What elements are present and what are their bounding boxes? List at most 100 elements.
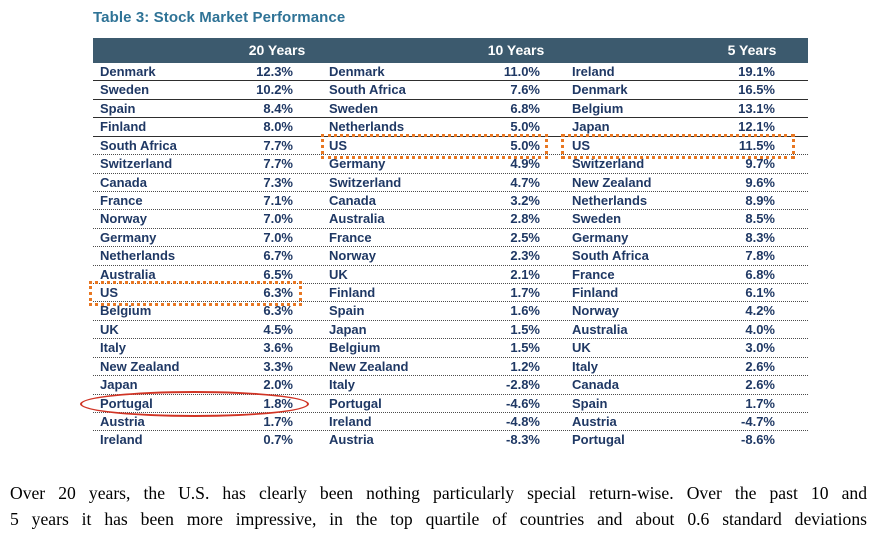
country-cell: UK xyxy=(572,340,591,356)
table-row: South Africa 7.7% US 5.0% US 11.5% xyxy=(93,137,808,156)
country-cell: US xyxy=(329,137,348,153)
value-cell: 7.0% xyxy=(263,211,293,227)
table-row: Japan 2.0% Italy -2.8% Canada 2.6% xyxy=(93,376,808,395)
table-row: New Zealand 3.3% New Zealand 1.2% Italy 2.6% xyxy=(93,358,808,377)
country-cell: Austria xyxy=(100,414,145,430)
value-cell: 2.5% xyxy=(510,229,540,245)
value-cell: 1.8% xyxy=(263,395,293,411)
country-cell: Australia xyxy=(572,321,628,337)
column-header-20-years: 20 Years xyxy=(248,42,306,58)
value-cell: 11.5% xyxy=(738,137,775,153)
country-cell: US xyxy=(100,285,119,301)
value-cell: 0.7% xyxy=(263,432,293,448)
value-cell: 8.5% xyxy=(745,211,775,227)
country-cell: Portugal xyxy=(572,432,625,448)
value-cell: 3.0% xyxy=(745,340,775,356)
value-cell: 1.6% xyxy=(510,303,540,319)
value-cell: 3.3% xyxy=(263,358,293,374)
country-cell: Spain xyxy=(329,303,365,319)
country-cell: Ireland xyxy=(572,64,615,79)
table-row: Italy 3.6% Belgium 1.5% UK 3.0% xyxy=(93,339,808,358)
country-cell: Canada xyxy=(329,192,376,208)
country-cell: Portugal xyxy=(100,395,153,411)
table-row: Switzerland 7.7% Germany 4.9% Switzerland 9.7… xyxy=(93,155,808,174)
country-cell: Japan xyxy=(572,119,610,135)
value-cell: 19.1% xyxy=(738,64,775,79)
value-cell: 6.7% xyxy=(263,248,293,264)
country-cell: US xyxy=(572,137,591,153)
value-cell: 13.1% xyxy=(738,100,775,116)
country-cell: South Africa xyxy=(100,137,177,153)
value-cell: 6.8% xyxy=(745,266,775,282)
value-cell: 11.0% xyxy=(503,64,540,79)
value-cell: 8.3% xyxy=(745,229,775,245)
table-row: Sweden 10.2% South Africa 7.6% Denmark 16.5% xyxy=(93,81,808,100)
value-cell: 4.9% xyxy=(510,156,540,172)
value-cell: 6.8% xyxy=(510,100,540,116)
value-cell: 7.8% xyxy=(745,248,775,264)
value-cell: 7.0% xyxy=(263,229,293,245)
value-cell: 8.4% xyxy=(263,100,293,116)
table-row: Ireland 0.7% Austria -8.3% Portugal -8.6% xyxy=(93,431,808,449)
value-cell: 3.2% xyxy=(510,192,540,208)
value-cell: 12.1% xyxy=(738,119,775,135)
value-cell: 10.2% xyxy=(256,82,293,98)
country-cell: Ireland xyxy=(100,432,143,448)
value-cell: 4.5% xyxy=(263,321,293,337)
value-cell: 7.3% xyxy=(263,174,293,190)
value-cell: 1.7% xyxy=(745,395,775,411)
country-cell: Norway xyxy=(100,211,147,227)
value-cell: 6.3% xyxy=(263,285,293,301)
table-row: Netherlands 6.7% Norway 2.3% South Africa 7.8… xyxy=(93,247,808,266)
country-cell: Italy xyxy=(329,377,356,393)
table-row: Belgium 6.3% Spain 1.6% Norway 4.2% xyxy=(93,302,808,321)
country-cell: Canada xyxy=(100,174,147,190)
country-cell: Sweden xyxy=(329,100,379,116)
country-cell: Japan xyxy=(100,377,138,393)
value-cell: 2.6% xyxy=(745,358,775,374)
value-cell: -8.3% xyxy=(506,432,540,448)
country-cell: Belgium xyxy=(100,303,152,319)
country-cell: New Zealand xyxy=(572,174,652,190)
table-row: Australia 6.5% UK 2.1% France 6.8% xyxy=(93,266,808,285)
value-cell: 9.6% xyxy=(745,174,775,190)
table-row: UK 4.5% Japan 1.5% Australia 4.0% xyxy=(93,321,808,340)
value-cell: 4.7% xyxy=(510,174,540,190)
country-cell: Norway xyxy=(572,303,619,319)
country-cell: Sweden xyxy=(100,82,150,98)
country-cell: South Africa xyxy=(572,248,649,264)
table-row: Germany 7.0% France 2.5% Germany 8.3% xyxy=(93,229,808,248)
commentary-paragraph: Over 20 years, the U.S. has clearly been… xyxy=(10,481,867,532)
value-cell: 8.0% xyxy=(263,119,293,135)
value-cell: 7.6% xyxy=(510,82,540,98)
value-cell: 12.3% xyxy=(256,64,293,79)
value-cell: 4.2% xyxy=(745,303,775,319)
country-cell: Ireland xyxy=(329,414,372,430)
value-cell: 1.5% xyxy=(510,340,540,356)
country-cell: Denmark xyxy=(329,64,385,79)
value-cell: 1.2% xyxy=(510,358,540,374)
table-row: US 6.3% Finland 1.7% Finland 6.1% xyxy=(93,284,808,303)
country-cell: Denmark xyxy=(100,64,156,79)
table-row: Portugal 1.8% Portugal -4.6% Spain 1.7% xyxy=(93,395,808,414)
country-cell: New Zealand xyxy=(100,358,180,374)
value-cell: 1.7% xyxy=(510,285,540,301)
value-cell: 9.7% xyxy=(745,156,775,172)
table-row: Denmark 12.3% Denmark 11.0% Ireland 19.1% xyxy=(93,63,808,82)
commentary-line-1: Over 20 years, the U.S. has clearly been… xyxy=(10,483,867,503)
table-body: Denmark 12.3% Denmark 11.0% Ireland 19.1% Swed… xyxy=(93,63,808,450)
country-cell: South Africa xyxy=(329,82,406,98)
country-cell: Austria xyxy=(329,432,374,448)
table-row: Finland 8.0% Netherlands 5.0% Japan 12.1% xyxy=(93,118,808,137)
value-cell: 4.0% xyxy=(745,321,775,337)
value-cell: -4.7% xyxy=(741,414,775,430)
country-cell: Australia xyxy=(329,211,385,227)
country-cell: Italy xyxy=(572,358,599,374)
value-cell: 2.6% xyxy=(745,377,775,393)
country-cell: Portugal xyxy=(329,395,382,411)
country-cell: Germany xyxy=(572,229,629,245)
country-cell: Finland xyxy=(572,285,619,301)
country-cell: France xyxy=(329,229,372,245)
country-cell: Finland xyxy=(100,119,147,135)
